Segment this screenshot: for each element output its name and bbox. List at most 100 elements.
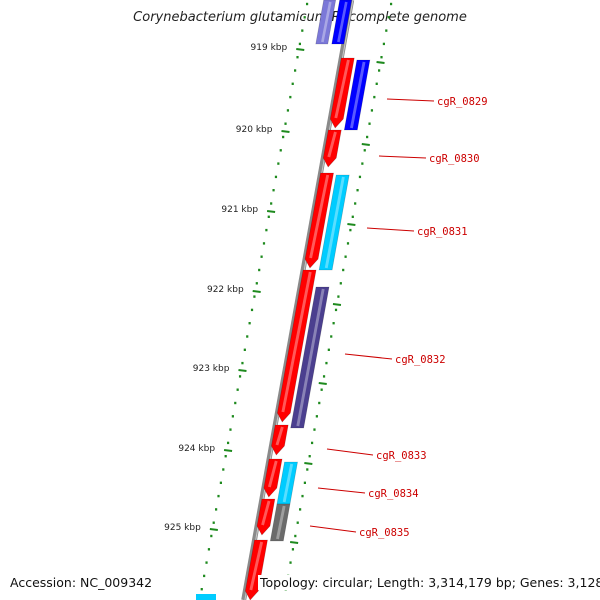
major-tick-right	[318, 382, 327, 385]
major-tick-right	[304, 462, 313, 465]
ring-dot-left	[274, 175, 278, 179]
major-tick-right	[290, 541, 299, 544]
annotation-block-shine	[282, 463, 294, 503]
forward-gene-block	[245, 539, 268, 600]
major-tick-right	[376, 61, 385, 64]
gene-leader-line	[344, 353, 393, 360]
accession-text: Accession: NC_009342	[8, 575, 155, 590]
ring-dot-right	[296, 521, 299, 524]
ring-dot-left	[301, 29, 304, 32]
ring-dot-right	[310, 441, 314, 445]
annotation-block	[343, 59, 371, 131]
gene-leader-line	[317, 487, 366, 494]
ring-dot-left	[267, 215, 270, 218]
gene-leader-line	[378, 155, 427, 159]
ring-dot-left	[200, 588, 203, 591]
gene-label: cgR_0835	[359, 527, 410, 539]
ring-dot-left	[226, 441, 230, 445]
ring-dot-right	[389, 2, 393, 6]
ring-dot-right	[354, 202, 357, 205]
gene-label: cgR_0829	[437, 96, 488, 108]
ring-dot-left	[282, 135, 285, 139]
forward-gene-block-shine	[281, 271, 312, 413]
ring-dot-left	[241, 361, 244, 365]
forward-gene-block-shine	[275, 426, 284, 446]
ring-dot-left	[284, 122, 287, 125]
ring-dot-left	[270, 202, 273, 205]
forward-gene-block-shine	[268, 460, 278, 488]
ring-dot-left	[279, 149, 282, 152]
ring-dot-right	[375, 82, 378, 85]
forward-gene-block	[329, 57, 355, 129]
forward-gene-block-shine	[334, 59, 350, 119]
annotation-block-shine	[350, 61, 366, 129]
ring-dot-left	[217, 494, 220, 498]
major-tick-left	[209, 528, 218, 531]
ring-dot-right	[299, 508, 302, 511]
ring-dot-right	[322, 375, 326, 378]
ring-dot-right	[337, 295, 340, 298]
annotation-block-shine	[337, 1, 348, 43]
ring-dot-right	[373, 95, 376, 99]
annotation-block	[290, 286, 330, 429]
tick-label: 925 kbp	[164, 523, 201, 533]
annotation-block	[318, 174, 350, 271]
major-tick-right	[347, 223, 356, 226]
ring-dot-right	[368, 122, 371, 125]
ring-dot-right	[358, 175, 362, 179]
major-tick-left	[281, 130, 290, 133]
ring-dot-left	[234, 401, 237, 405]
ring-dot-left	[248, 322, 251, 325]
ring-dot-right	[303, 481, 306, 484]
ring-dot-left	[219, 481, 222, 484]
forward-gene-block-shine	[249, 541, 264, 591]
tick-label: 922 kbp	[207, 285, 244, 295]
gene-label: cgR_0833	[376, 450, 427, 462]
gene-label: cgR_0834	[368, 488, 419, 500]
ring-dot-left	[212, 521, 215, 524]
ring-dot-left	[229, 428, 232, 431]
ring-dot-left	[303, 16, 306, 19]
tick-label: 923 kbp	[193, 364, 230, 374]
ring-dot-right	[366, 135, 369, 139]
ring-dot-right	[313, 428, 316, 431]
forward-gene-block	[304, 172, 334, 269]
ring-dot-left	[215, 508, 218, 511]
gene-label: cgR_0832	[395, 354, 446, 366]
ring-dot-left	[236, 388, 239, 391]
ring-dot-left	[250, 308, 254, 312]
ring-dot-right	[361, 162, 364, 165]
ring-dot-right	[291, 548, 295, 551]
major-tick-right	[332, 303, 342, 306]
gene-leader-line	[366, 227, 415, 232]
annotation-block	[269, 503, 291, 542]
ring-dot-right	[289, 561, 292, 564]
ring-dot-left	[258, 268, 261, 272]
ring-dot-left	[260, 255, 263, 258]
ring-dot-right	[370, 109, 374, 112]
ring-dot-right	[332, 322, 335, 325]
annotation-block-shine	[276, 505, 286, 540]
forward-gene-block-shine	[327, 131, 337, 158]
major-tick-left	[223, 449, 233, 452]
ring-dot-left	[238, 375, 242, 378]
ring-dot-right	[351, 215, 354, 218]
ring-dot-left	[243, 348, 246, 351]
ring-dot-right	[330, 335, 333, 338]
ring-dot-right	[315, 415, 318, 418]
ring-dot-right	[344, 255, 347, 258]
ring-dot-right	[349, 228, 352, 232]
annotation-block-shine	[296, 288, 325, 427]
annotation-block-shine	[324, 176, 345, 269]
ring-dot-right	[356, 189, 359, 192]
ring-dot-right	[325, 361, 328, 365]
ring-dot-right	[378, 69, 381, 72]
ring-dot-left	[296, 56, 299, 59]
ring-dot-right	[363, 149, 366, 152]
gene-leader-line	[386, 98, 435, 102]
gene-leader-line	[309, 525, 357, 533]
annotation-block	[315, 0, 337, 45]
ring-dot-right	[385, 29, 388, 32]
gene-leader-line	[326, 448, 374, 456]
